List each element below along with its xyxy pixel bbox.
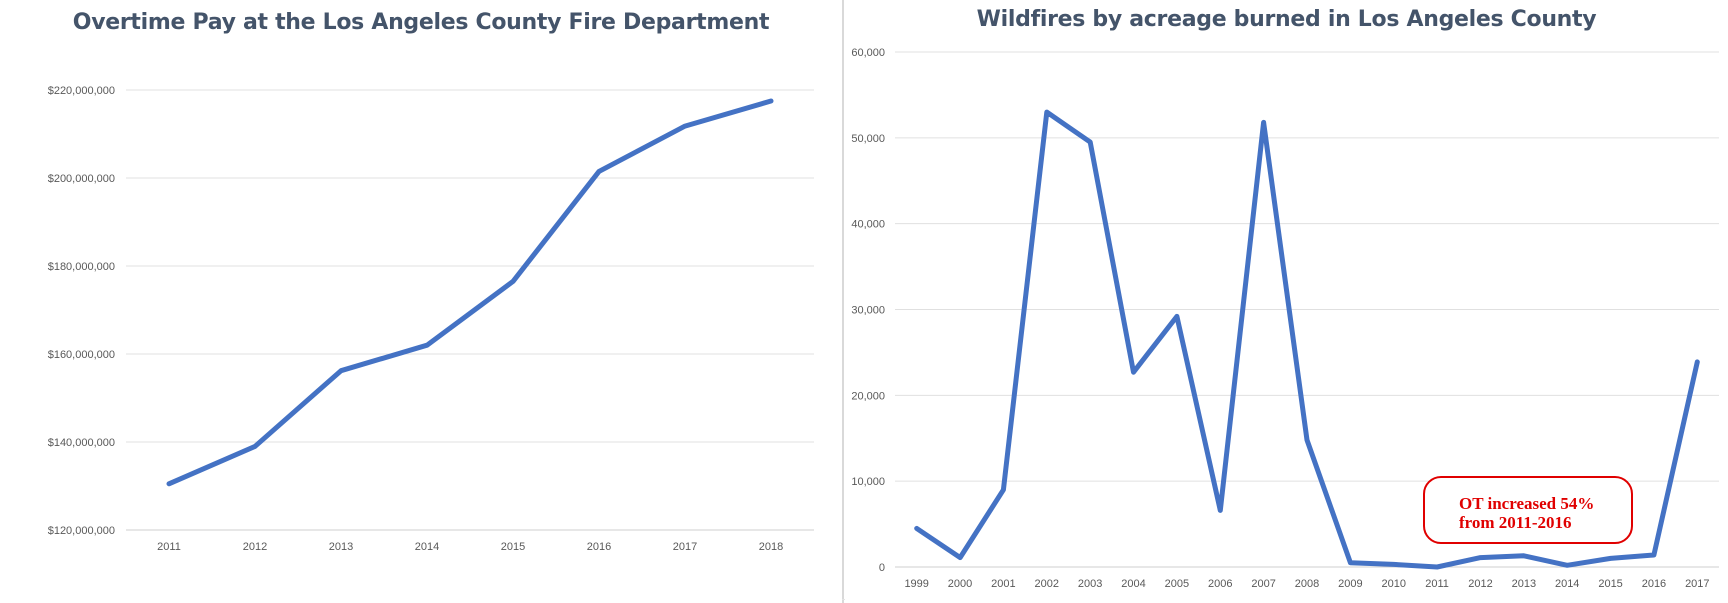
overtime-y-tick-label: $200,000,000 <box>48 173 115 185</box>
overtime-x-tick-label: 2016 <box>587 541 611 553</box>
wildfire-y-tick-label: 30,000 <box>851 305 885 317</box>
overtime-y-tick-label: $220,000,000 <box>48 85 115 97</box>
wildfire-x-tick-label: 2001 <box>991 578 1015 590</box>
overtime-x-tick-label: 2011 <box>157 541 181 553</box>
wildfire-x-tick-label: 2005 <box>1165 578 1189 590</box>
wildfire-x-tick-label: 2002 <box>1035 578 1059 590</box>
wildfire-x-tick-label: 2013 <box>1512 578 1536 590</box>
overtime-chart-svg: $120,000,000 $140,000,000 $160,000,000 $180… <box>0 0 842 603</box>
overtime-y-tick-label: $120,000,000 <box>48 525 115 537</box>
wildfire-y-tick-label: 20,000 <box>851 390 885 402</box>
overtime-y-tick-label: $160,000,000 <box>48 349 115 361</box>
overtime-y-tick-label: $180,000,000 <box>48 261 115 273</box>
overtime-x-tick-label: 2017 <box>673 541 697 553</box>
wildfire-y-tick-label: 0 <box>879 562 885 574</box>
wildfire-x-tick-label: 2007 <box>1251 578 1275 590</box>
wildfire-x-tick-label: 2008 <box>1295 578 1319 590</box>
wildfire-x-tick-label: 2014 <box>1555 578 1579 590</box>
wildfire-x-tick-label: 2003 <box>1078 578 1102 590</box>
wildfire-x-tick-label: 1999 <box>904 578 928 590</box>
wildfire-y-tick-label: 40,000 <box>851 219 885 231</box>
wildfire-x-tick-label: 2017 <box>1685 578 1709 590</box>
overtime-series-line <box>169 101 771 484</box>
wildfire-x-tick-label: 2004 <box>1121 578 1145 590</box>
wildfire-x-tick-label: 2012 <box>1468 578 1492 590</box>
wildfire-x-tick-label: 2000 <box>948 578 972 590</box>
annotation-line-1: OT increased 54% <box>1459 494 1594 513</box>
overtime-x-tick-label: 2013 <box>329 541 353 553</box>
wildfire-x-tick-label: 2009 <box>1338 578 1362 590</box>
annotation-line-2: from 2011-2016 <box>1459 513 1572 532</box>
overtime-x-tick-label: 2015 <box>501 541 525 553</box>
panel-divider <box>842 0 844 603</box>
wildfire-x-tick-label: 2010 <box>1381 578 1405 590</box>
wildfire-y-tick-label: 50,000 <box>851 133 885 145</box>
wildfire-y-tick-label: 10,000 <box>851 476 885 488</box>
wildfire-y-tick-label: 60,000 <box>851 47 885 59</box>
wildfire-x-tick-label: 2015 <box>1598 578 1622 590</box>
wildfire-x-tick-label: 2006 <box>1208 578 1232 590</box>
wildfire-x-tick-label: 2011 <box>1425 578 1449 590</box>
overtime-x-tick-label: 2014 <box>415 541 439 553</box>
overtime-x-tick-label: 2012 <box>243 541 267 553</box>
ot-increase-annotation: OT increased 54% from 2011-2016 <box>1423 476 1633 544</box>
overtime-chart-panel: Overtime Pay at the Los Angeles County F… <box>0 0 842 603</box>
overtime-x-tick-label: 2018 <box>759 541 783 553</box>
annotation-text: OT increased 54% from 2011-2016 <box>1459 494 1594 532</box>
overtime-y-tick-label: $140,000,000 <box>48 437 115 449</box>
wildfire-x-tick-label: 2016 <box>1642 578 1666 590</box>
